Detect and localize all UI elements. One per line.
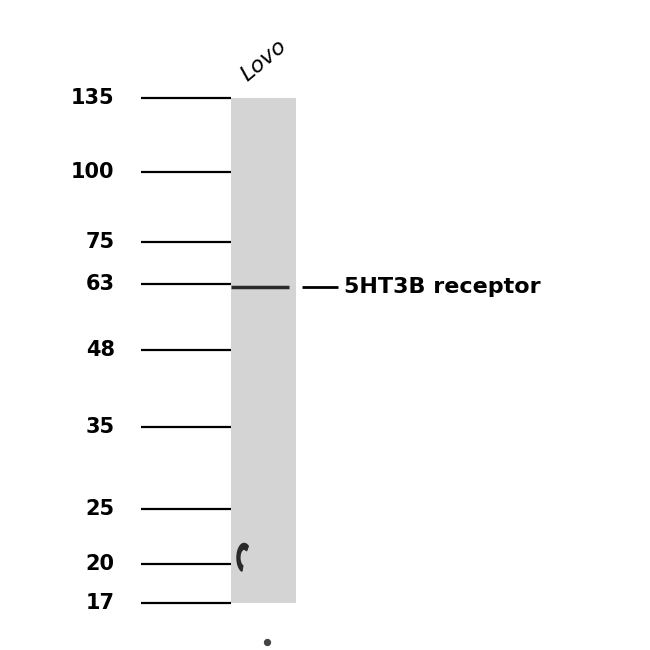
- Point: [261, 637, 272, 647]
- Polygon shape: [237, 543, 248, 571]
- Text: 135: 135: [71, 88, 114, 109]
- Text: 48: 48: [86, 341, 114, 360]
- Text: 17: 17: [86, 593, 114, 614]
- Text: 75: 75: [86, 231, 114, 252]
- Text: 35: 35: [86, 417, 114, 437]
- Text: 20: 20: [86, 554, 114, 574]
- Text: 100: 100: [71, 162, 114, 181]
- Text: 25: 25: [86, 499, 114, 519]
- Text: 5HT3B receptor: 5HT3B receptor: [344, 278, 541, 298]
- Text: 63: 63: [86, 274, 114, 294]
- Text: Lovo: Lovo: [237, 36, 290, 86]
- FancyBboxPatch shape: [231, 98, 296, 603]
